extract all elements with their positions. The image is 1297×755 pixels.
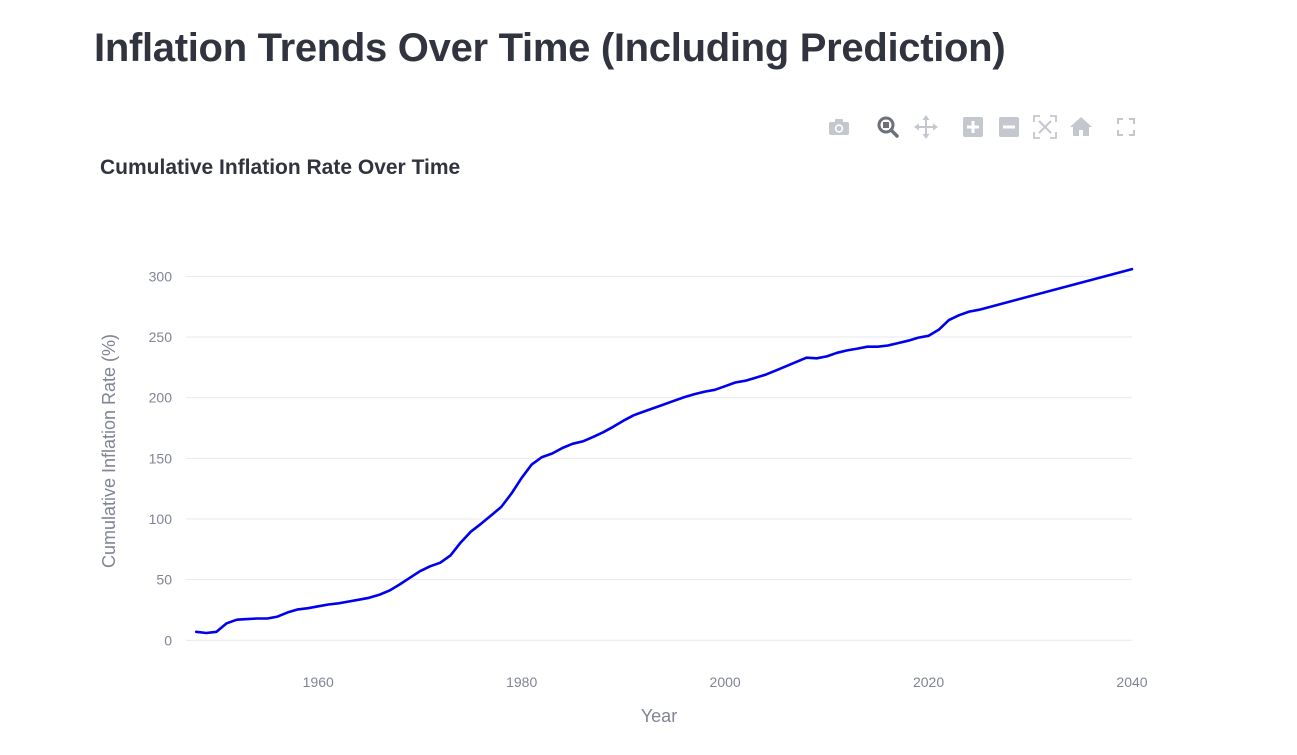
zoom-button[interactable] [875, 114, 901, 140]
data-series [194, 267, 1134, 635]
zoom-in-button[interactable] [960, 114, 986, 140]
y-tick-label: 300 [149, 268, 173, 284]
zoom-out-button[interactable] [996, 114, 1022, 140]
y-tick-label: 50 [156, 572, 172, 588]
page-title: Inflation Trends Over Time (Including Pr… [94, 26, 1006, 70]
y-tick-label: 100 [149, 511, 173, 527]
y-axis-ticks: 0 50 100 150 200 250 300 [149, 268, 173, 648]
chart-modebar [826, 114, 1146, 140]
zoom-in-icon [963, 117, 983, 137]
y-tick-label: 150 [149, 450, 173, 466]
y-tick-label: 0 [164, 632, 172, 648]
x-tick-label: 1960 [303, 674, 334, 690]
fullscreen-button[interactable] [1113, 114, 1139, 140]
y-tick-label: 200 [149, 390, 173, 406]
x-tick-label: 2000 [710, 674, 741, 690]
x-tick-label: 2040 [1116, 674, 1147, 690]
chart-title: Cumulative Inflation Rate Over Time [100, 156, 460, 179]
fullscreen-icon [1117, 118, 1135, 136]
pan-button[interactable] [913, 114, 939, 140]
grid-lines [186, 275, 1132, 641]
x-axis-ticks: 1960 1980 2000 2020 2040 [303, 674, 1148, 690]
series-line[interactable] [194, 267, 1134, 635]
pan-icon [914, 115, 938, 139]
reset-axes-button[interactable] [1068, 114, 1094, 140]
y-axis-label: Cumulative Inflation Rate (%) [99, 334, 119, 568]
autoscale-button[interactable] [1032, 114, 1058, 140]
zoom-icon [877, 116, 899, 138]
x-tick-label: 2020 [913, 674, 944, 690]
chart-container: Cumulative Inflation Rate Over Time 0 50 1… [0, 140, 1297, 750]
zoom-out-icon [999, 117, 1019, 137]
x-tick-label: 1980 [506, 674, 537, 690]
line-chart[interactable]: Cumulative Inflation Rate Over Time 0 50 1… [0, 140, 1297, 750]
y-tick-label: 250 [149, 329, 173, 345]
camera-icon [829, 119, 849, 135]
camera-button[interactable] [826, 114, 852, 140]
autoscale-icon [1033, 115, 1057, 139]
home-icon [1070, 117, 1092, 136]
x-axis-label: Year [641, 706, 677, 726]
